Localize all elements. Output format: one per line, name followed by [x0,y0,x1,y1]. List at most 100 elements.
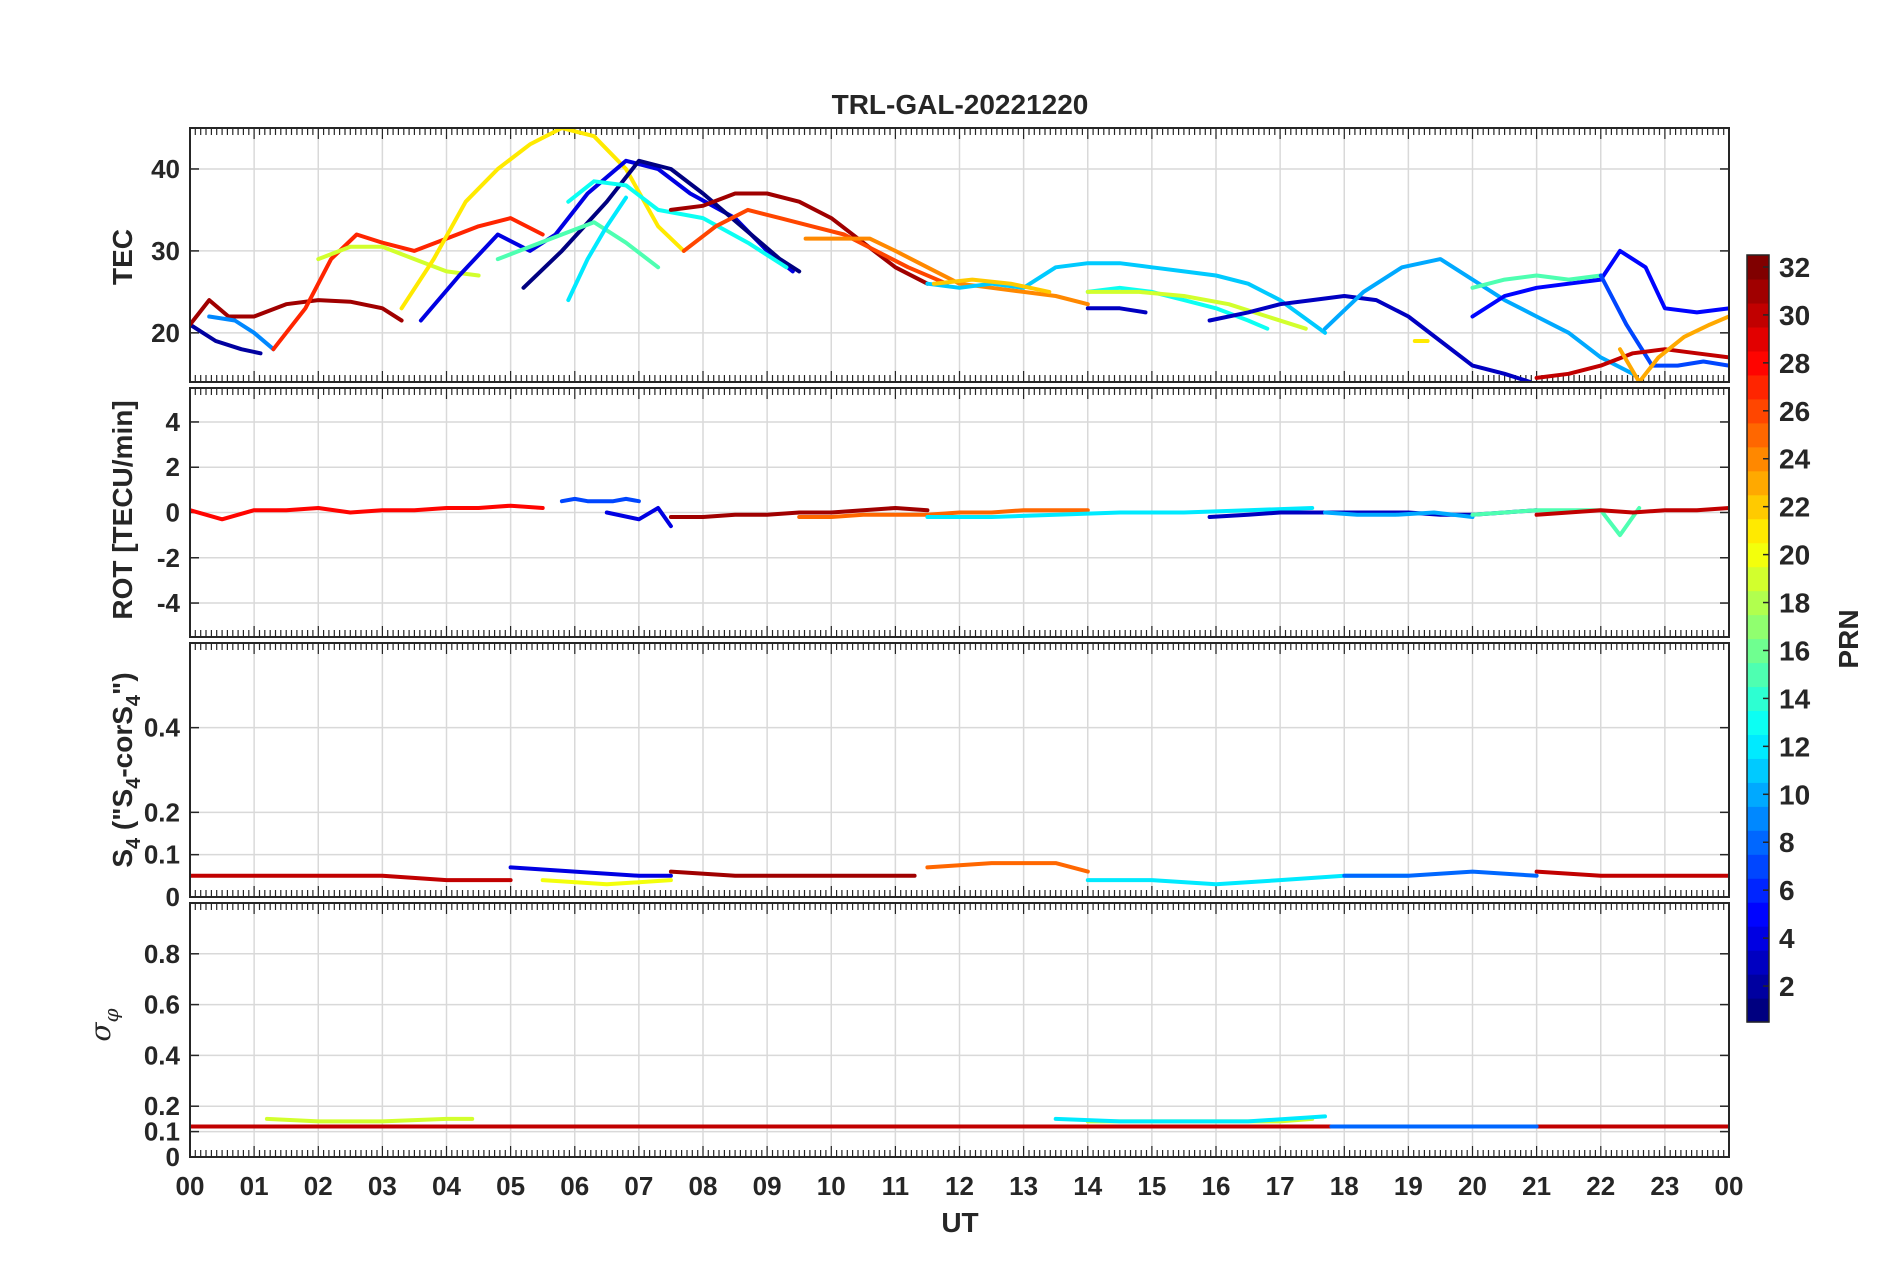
tec-series-prn-26-12 [681,207,949,286]
tec-series-prn-7-24 [1598,273,1729,368]
x-tick-label: 11 [882,1171,910,1201]
colorbar-swatch-prn-5 [1747,902,1769,927]
s4-ytick-label: 0.1 [144,840,180,870]
s4-series-prn-25-4 [925,861,1090,874]
rot-ytick-label: -4 [157,588,181,618]
rot-ytick-label: 2 [166,452,180,482]
x-tick-label: 17 [1266,1171,1295,1201]
s4-series-group [190,861,1729,887]
x-tick-label: 13 [1009,1171,1038,1201]
rot-ytick-label: 0 [166,498,180,528]
tec-panel: 20 30 40 [151,127,1730,383]
colorbar-tick-label: 28 [1779,348,1810,379]
s4-ylabel-d: 4 [123,777,145,789]
sigma-ylabel-a: σ [84,1022,117,1042]
x-tick-label: 22 [1586,1171,1615,1201]
colorbar-label: PRN [1833,609,1864,668]
colorbar-swatch-prn-31 [1747,278,1769,304]
rot-series-prn-10-7 [1323,510,1475,519]
tec-series-group [190,128,1729,382]
tec-series-prn-24-13 [803,236,1090,307]
tec-series-prn-19-17 [1085,289,1308,331]
colorbar-tick-label: 2 [1779,971,1795,1002]
tec-series-prn-1-7 [521,158,802,290]
tec-series-prn-15-8 [495,220,661,270]
colorbar-swatch-prn-24 [1747,446,1769,472]
tec-series-prn-31-11 [668,191,930,286]
rot-series-group [190,496,1729,538]
s4-ylabel-g: ") [107,672,138,695]
s4-ylabel: S4 ("S4-corS4") [107,672,145,867]
tec-series-prn-9-2 [207,314,276,352]
rot-series-prn-7-1 [559,496,641,504]
rot-ytick-label: 4 [166,407,181,437]
x-axis-label: UT [941,1207,978,1238]
rot-series-prn-30-9 [1534,506,1729,517]
tec-ytick-label: 20 [151,318,180,348]
colorbar-tick-label: 30 [1779,300,1810,331]
s4-series-prn-4-1 [508,865,673,878]
sigma-panel: 00.10.2 0.4 0.6 0.8 [144,902,1730,1172]
s4-axes-box [189,642,1730,898]
s4-ylabel-e: -corS [107,706,138,778]
colorbar-swatch-prn-12 [1747,734,1769,759]
x-tick-label: 07 [624,1171,653,1201]
x-tick-label: 18 [1330,1171,1359,1201]
x-tick-label: 08 [689,1171,718,1201]
rot-series-prn-12-5 [925,506,1315,519]
rot-series-prn-4-2 [604,506,673,529]
tec-series-prn-11-14 [925,261,1327,335]
s4-ytick-label: 0.2 [144,797,180,827]
tec-series-prn-31-1 [190,298,404,327]
s4-ylabel-a: S [107,849,138,868]
tec-ytick-label: 30 [151,236,180,266]
colorbar-swatch-prn-23 [1747,470,1769,496]
colorbar-swatch-prn-13 [1747,710,1769,735]
colorbar-swatch-prn-29 [1747,326,1769,352]
x-tick-label: 03 [368,1171,397,1201]
colorbar-swatch-prn-21 [1747,518,1769,544]
colorbar-swatch-prn-17 [1747,614,1769,640]
colorbar-swatch-prn-30 [1747,302,1769,328]
x-tick-label: 04 [432,1171,461,1201]
sigma-series-group [190,1114,1729,1129]
colorbar-swatch-prn-7 [1747,854,1769,879]
s4-panel: 0 0.1 0.2 0.4 [144,642,1730,912]
colorbar-swatch-prn-32 [1747,255,1769,280]
colorbar-swatch-prn-26 [1747,398,1769,424]
x-tick-label: 00 [176,1171,205,1201]
colorbar-tick-label: 22 [1779,492,1810,523]
x-tick-label: 19 [1394,1171,1423,1201]
colorbar-swatch-prn-2 [1747,974,1769,999]
sigma-series-prn-12-3 [1053,1114,1327,1124]
sigma-ytick-label: 0.2 [144,1091,180,1121]
tec-series-prn-13-10 [566,179,789,270]
s4-ylabel-b: 4 [123,837,145,849]
rot-series-prn-28-0 [190,503,545,522]
tec-series-prn-23-26 [1618,314,1729,382]
colorbar-tick-label: 10 [1779,779,1810,810]
tec-series-prn-3-19 [1207,294,1533,382]
colorbar-swatch-prn-8 [1747,830,1769,855]
colorbar-swatch-prn-10 [1747,782,1769,807]
colorbar-tick-label: 16 [1779,635,1810,666]
rot-axes-box [189,387,1730,638]
colorbar-tick-label: 8 [1779,827,1795,858]
tec-series-prn-3-18 [1085,306,1148,315]
colorbar-swatch-prn-16 [1747,638,1769,664]
tec-series-prn-5-22 [1470,248,1729,319]
x-tick-label: 02 [304,1171,333,1201]
tec-axes-box [189,127,1730,383]
x-tick-label: 01 [240,1171,269,1201]
s4-series-prn-31-3 [668,869,917,878]
tec-series-prn-13-16 [1085,285,1270,331]
tec-series-prn-15-23 [1470,273,1603,290]
rot-ytick-label: -2 [157,543,180,573]
x-tick-label: 05 [496,1171,525,1201]
colorbar-tick-label: 20 [1779,540,1810,571]
colorbar-tick-label: 6 [1779,875,1795,906]
colorbar-swatch-prn-28 [1747,350,1769,376]
colorbar-tick-label: 12 [1779,731,1810,762]
